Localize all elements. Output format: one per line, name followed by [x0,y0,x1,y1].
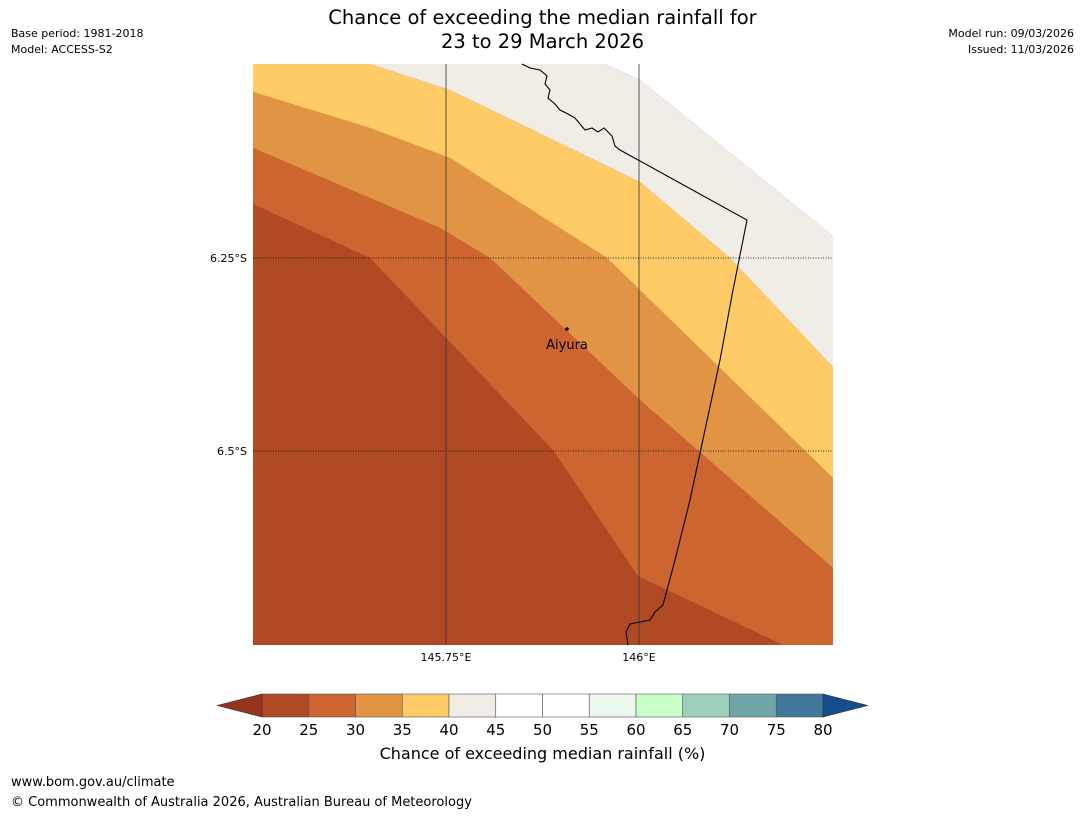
colorbar: 20 25 30 35 40 45 50 55 60 65 70 75 80 [216,693,869,739]
colorbar-segment [308,693,356,718]
colorbar-segment [401,693,450,718]
band-35-40 [253,64,833,478]
colorbar-tick-label: 45 [486,721,505,739]
chart-title: Chance of exceeding the median rainfall … [0,6,1085,54]
base-period: Base period: 1981-2018 [11,27,144,40]
colorbar-segment [729,693,777,718]
colorbar-tick-label: 50 [533,721,552,739]
lat-label-6-5: 6.5°S [217,445,247,458]
colorbar-tick-label: 65 [673,721,692,739]
lat-label-6-25: 6.25°S [210,252,247,265]
colorbar-under-arrow [216,693,263,718]
colorbar-segment [635,693,684,718]
band-30-35 [253,92,833,568]
colorbar-segment [542,693,590,718]
footer-url: www.bom.gov.au/climate [11,775,175,790]
issued-date: Issued: 11/03/2026 [967,43,1074,56]
model-run: Model run: 09/03/2026 [948,27,1074,40]
colorbar-tick-label: 40 [439,721,458,739]
town-marker [565,327,569,331]
colorbar-segment [495,693,543,718]
border-line [521,63,748,646]
colorbar-tick-label: 55 [580,721,599,739]
title-line-2: 23 to 29 March 2026 [440,30,645,53]
colorbar-segment [775,693,824,718]
title-line-1: Chance of exceeding the median rainfall … [328,6,757,29]
colorbar-segment [355,693,403,718]
colorbar-tick-label: 75 [767,721,786,739]
meta-right: Model run: 09/03/2026 Issued: 11/03/2026 [948,26,1074,58]
colorbar-segment [682,693,730,718]
colorbar-tick-label: 20 [252,721,271,739]
colorbar-tick-label: 70 [720,721,739,739]
meta-left: Base period: 1981-2018 Model: ACCESS-S2 [11,26,143,58]
town-label: Aiyura [546,338,588,353]
map-fill-layers [253,64,833,645]
band-20-25-upper [253,204,833,645]
lon-label-145-75: 145.75°E [421,651,472,664]
domain-edge-mask [605,64,833,236]
colorbar-segment [261,693,310,718]
colorbar-tick-label: 60 [626,721,645,739]
colorbar-segments [261,693,824,718]
colorbar-tick-label: 30 [346,721,365,739]
colorbar-tick-label: 25 [299,721,318,739]
colorbar-tick-label: 80 [813,721,832,739]
band-40-45 [370,64,833,367]
lon-label-146: 146°E [622,651,655,664]
colorbar-over-arrow [822,693,869,718]
model-name: Model: ACCESS-S2 [11,43,113,56]
footer-copyright: © Commonwealth of Australia 2026, Austra… [11,795,472,810]
colorbar-tick-labels: 20 25 30 35 40 45 50 55 60 65 70 75 80 [252,721,832,739]
band-25-30 [253,148,833,645]
colorbar-tick-label: 35 [393,721,412,739]
colorbar-segment [448,693,497,718]
colorbar-segment [588,693,637,718]
forecast-map: Aiyura 6.25°S 6.5°S 145.75°E 146°E [210,63,833,664]
colorbar-label: Chance of exceeding median rainfall (%) [379,744,706,763]
